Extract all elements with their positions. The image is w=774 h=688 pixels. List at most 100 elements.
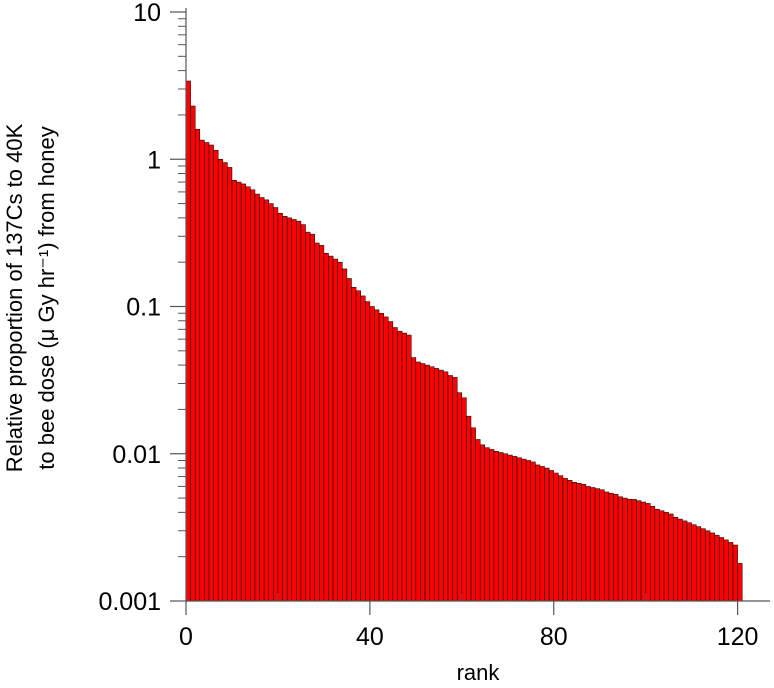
x-tick-label: 40 xyxy=(356,623,384,651)
bar-rank-20 xyxy=(273,207,279,602)
bar-rank-21 xyxy=(277,212,283,602)
bar-rank-24 xyxy=(291,219,297,602)
bar-rank-72 xyxy=(512,456,518,602)
bar-rank-29 xyxy=(314,242,320,602)
bar-rank-49 xyxy=(406,334,412,602)
bar-rank-112 xyxy=(695,526,702,602)
bar-rank-78 xyxy=(539,466,545,602)
bar-rank-39 xyxy=(360,295,366,602)
x-tick-label: 0 xyxy=(179,623,193,651)
bar-rank-113 xyxy=(700,528,706,602)
bar-rank-36 xyxy=(346,278,352,602)
bar-rank-3 xyxy=(194,128,201,602)
bar-rank-94 xyxy=(613,494,619,602)
bar-rank-45 xyxy=(388,321,394,602)
bar-rank-79 xyxy=(544,467,550,602)
bar-rank-50 xyxy=(410,357,417,602)
y-tick-label: 0.01 xyxy=(112,441,161,469)
bar-rank-62 xyxy=(466,415,472,602)
bar-rank-8 xyxy=(217,159,224,602)
bar-rank-60 xyxy=(456,392,463,602)
bar-rank-101 xyxy=(645,503,651,602)
bar-rank-31 xyxy=(323,252,329,602)
bar-rank-10 xyxy=(227,167,233,602)
bar-rank-9 xyxy=(222,162,228,602)
bar-rank-58 xyxy=(447,375,453,602)
y-axis-title-line1: Relative proportion of 137Cs to 40K xyxy=(2,123,27,472)
bar-rank-69 xyxy=(498,452,504,602)
y-tick-label: 0.1 xyxy=(126,294,161,322)
bar-rank-17 xyxy=(259,197,265,602)
bar-rank-105 xyxy=(663,512,669,602)
bar-rank-37 xyxy=(351,287,357,602)
bar-rank-82 xyxy=(558,475,564,602)
bar-rank-63 xyxy=(470,427,476,602)
bar-rank-102 xyxy=(650,506,656,602)
bar-rank-92 xyxy=(604,491,610,602)
bar-rank-15 xyxy=(250,189,256,602)
bar-rank-56 xyxy=(438,369,444,602)
bar-rank-1 xyxy=(185,80,191,602)
bar-rank-4 xyxy=(199,139,205,602)
y-tick-label: 1 xyxy=(147,146,161,174)
bar-rank-120 xyxy=(732,544,738,602)
bar-rank-111 xyxy=(691,524,697,602)
bar-rank-2 xyxy=(190,105,196,602)
bar-rank-26 xyxy=(300,224,306,602)
bar-rank-48 xyxy=(401,332,407,602)
y-tick-label: 10 xyxy=(133,0,161,27)
bar-rank-73 xyxy=(516,457,522,602)
bar-rank-80 xyxy=(548,470,555,602)
bar-rank-118 xyxy=(723,539,729,602)
bar-rank-76 xyxy=(530,461,536,602)
bar-rank-106 xyxy=(668,513,674,602)
bar-rank-41 xyxy=(369,306,375,602)
bar-rank-119 xyxy=(728,542,734,602)
bar-rank-27 xyxy=(305,231,311,602)
bar-rank-98 xyxy=(631,499,637,602)
bar-rank-68 xyxy=(493,450,499,602)
bar-rank-114 xyxy=(705,530,711,602)
bar-rank-71 xyxy=(507,454,513,602)
bar-rank-107 xyxy=(673,517,679,602)
bar-rank-7 xyxy=(213,150,219,602)
bar-rank-90 xyxy=(594,488,600,602)
y-tick-label: 0.001 xyxy=(98,588,161,616)
bar-rank-32 xyxy=(328,255,334,602)
bar-rank-25 xyxy=(296,220,302,602)
bar-rank-23 xyxy=(286,217,292,602)
bar-rank-43 xyxy=(378,312,384,602)
labels-layer: 0.001 0.01 0.1 1 10 0 40 80 120 xyxy=(98,0,758,651)
bar-rank-86 xyxy=(576,483,582,602)
bar-rank-19 xyxy=(268,203,274,602)
bar-rank-18 xyxy=(263,199,269,602)
bar-rank-75 xyxy=(525,460,532,602)
bar-rank-47 xyxy=(397,330,403,602)
bar-rank-6 xyxy=(208,144,214,602)
bar-rank-91 xyxy=(599,489,605,602)
bar-rank-28 xyxy=(309,233,315,602)
bar-rank-116 xyxy=(714,534,720,602)
axes-layer xyxy=(170,8,770,615)
bar-rank-117 xyxy=(718,537,725,602)
bar-rank-109 xyxy=(682,520,688,602)
bar-rank-65 xyxy=(479,444,486,602)
bar-rank-100 xyxy=(640,501,646,602)
bar-rank-66 xyxy=(484,447,490,602)
bar-rank-14 xyxy=(245,186,251,602)
bar-rank-121 xyxy=(737,563,743,602)
bar-rank-5 xyxy=(204,142,210,602)
bar-rank-54 xyxy=(429,366,435,602)
bar-rank-84 xyxy=(567,480,573,602)
bar-rank-95 xyxy=(617,496,623,602)
bar-rank-57 xyxy=(443,371,449,602)
bar-rank-115 xyxy=(709,532,715,602)
bar-rank-44 xyxy=(383,316,389,602)
bar-rank-110 xyxy=(686,522,692,602)
bar-rank-13 xyxy=(240,183,247,602)
bar-rank-96 xyxy=(622,497,628,602)
bar-rank-53 xyxy=(424,364,430,602)
y-axis-title-line2: to bee dose (μ Gy hr⁻¹) from honey xyxy=(34,126,59,469)
